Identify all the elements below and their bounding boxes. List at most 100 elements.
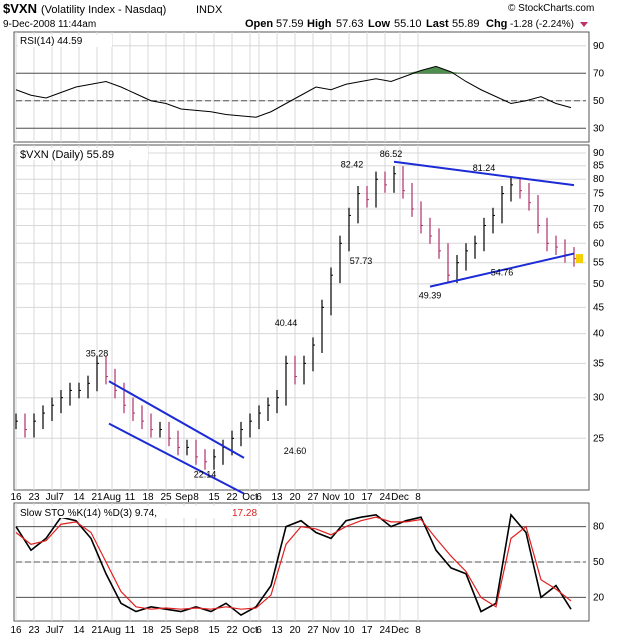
x-tick-label: Nov [322, 625, 340, 636]
high-label: High [307, 18, 332, 30]
price-tick-label: 90 [593, 148, 605, 159]
x-tick-label: 20 [289, 625, 301, 636]
x-tick-label: 18 [142, 625, 154, 636]
sto-d-line [15, 516, 572, 610]
x-tick-label: 27 [307, 492, 319, 503]
rsi-label: RSI(14) 44.59 [20, 36, 83, 47]
x-tick-label: 15 [208, 492, 220, 503]
price-label-bg [18, 148, 148, 160]
x-tick-label: Dec [391, 625, 409, 636]
x-tick-label: Nov [322, 492, 340, 503]
x-tick-label: 15 [208, 625, 220, 636]
price-annotation: 49.39 [419, 291, 442, 301]
x-tick-label: 8 [415, 492, 421, 503]
price-annotation: 22.14 [194, 469, 217, 479]
high-value: 57.63 [336, 18, 364, 30]
x-tick-label: 25 [160, 625, 172, 636]
exchange: INDX [196, 4, 223, 16]
price-annotation: 81.24 [473, 163, 496, 173]
sto-label-bg [18, 506, 268, 518]
x-tick-label: 8 [193, 625, 199, 636]
sto-tick-label: 80 [593, 522, 605, 533]
sto-tick-label: 20 [593, 592, 605, 603]
x-tick-label: 10 [343, 625, 355, 636]
price-tick-label: 85 [593, 161, 605, 172]
x-tick-label: 6 [256, 625, 262, 636]
x-tick-label: 21 [91, 625, 103, 636]
price-annotation: 40.44 [275, 318, 298, 328]
trendline [108, 380, 245, 459]
low-value: 55.10 [394, 18, 422, 30]
stochastic-layer [15, 512, 586, 617]
x-tick-label: 14 [73, 625, 85, 636]
chg-label: Chg [486, 18, 507, 30]
x-tick-label: 17 [361, 492, 373, 503]
down-arrow-icon [580, 22, 588, 27]
price-layer: 35.28 22.14 40.44 24.60 82.42 57.73 86.52 49.39… [15, 149, 583, 495]
rsi-line [15, 65, 572, 118]
trendline [108, 422, 245, 495]
last-label: Last [426, 18, 449, 30]
price-tick-label: 25 [593, 433, 605, 444]
sto-d-value: 17.28 [232, 508, 257, 519]
sto-k-line [15, 512, 572, 617]
open-value: 57.59 [276, 18, 304, 30]
price-tick-label: 40 [593, 329, 605, 340]
axis-layer: 16162323JulJul7714142121AugAug1111181825… [10, 41, 604, 636]
price-tick-label: 45 [593, 302, 605, 313]
rsi-tick-label: 90 [593, 41, 605, 52]
rsi-tick-label: 50 [593, 96, 605, 107]
x-tick-label: Oct [242, 625, 258, 636]
price-annotation: 54.76 [491, 268, 514, 278]
price-panel [13, 144, 590, 491]
price-tick-label: 70 [593, 204, 605, 215]
chg-value: -1.28 (-2.24%) [510, 19, 574, 30]
price-annotation: 57.73 [350, 256, 373, 266]
x-tick-label: 8 [193, 492, 199, 503]
x-tick-label: 11 [125, 625, 136, 636]
x-tick-label: 18 [142, 492, 154, 503]
x-tick-label: Oct [242, 492, 258, 503]
x-tick-label: Sep [175, 492, 193, 503]
x-tick-label: Sep [175, 625, 193, 636]
x-tick-label: 16 [10, 492, 22, 503]
quote-date: 9-Dec-2008 11:44am [3, 19, 96, 30]
x-tick-label: 23 [28, 625, 40, 636]
x-tick-label: 24 [379, 625, 391, 636]
sto-tick-label: 50 [593, 557, 605, 568]
price-tick-label: 30 [593, 393, 605, 404]
trendline [393, 160, 575, 187]
x-tick-label: Jul [46, 492, 59, 503]
price-tick-label: 60 [593, 238, 605, 249]
price-tick-label: 55 [593, 258, 605, 269]
x-tick-label: 13 [271, 625, 283, 636]
price-tick-label: 65 [593, 220, 605, 231]
rsi-layer [15, 65, 586, 129]
trendline [429, 252, 575, 288]
sto-label: Slow STO %K(14) %D(3) 9.74, [20, 508, 157, 519]
last-value: 55.89 [452, 18, 480, 30]
x-tick-label: 27 [307, 625, 319, 636]
rsi-overbought-fill [16, 66, 571, 74]
symbol: $VXN [3, 1, 37, 16]
x-tick-label: Aug [103, 492, 121, 503]
price-annotation: 24.60 [284, 446, 307, 456]
x-tick-label: Jul [46, 625, 59, 636]
x-tick-label: 7 [58, 492, 64, 503]
price-tick-label: 80 [593, 174, 605, 185]
x-tick-label: 17 [361, 625, 373, 636]
x-tick-label: 24 [379, 492, 391, 503]
price-tick-label: 50 [593, 279, 605, 290]
x-tick-label: 8 [415, 625, 421, 636]
x-tick-label: 10 [343, 492, 355, 503]
rsi-label-bg [18, 35, 112, 47]
price-tick-label: 35 [593, 358, 605, 369]
x-tick-label: 7 [58, 625, 64, 636]
x-tick-label: 13 [271, 492, 283, 503]
price-label: $VXN (Daily) 55.89 [20, 149, 114, 161]
x-tick-label: Dec [391, 492, 409, 503]
rsi-tick-label: 70 [593, 68, 605, 79]
price-tick-label: 75 [593, 189, 605, 200]
x-tick-label: 6 [256, 492, 262, 503]
